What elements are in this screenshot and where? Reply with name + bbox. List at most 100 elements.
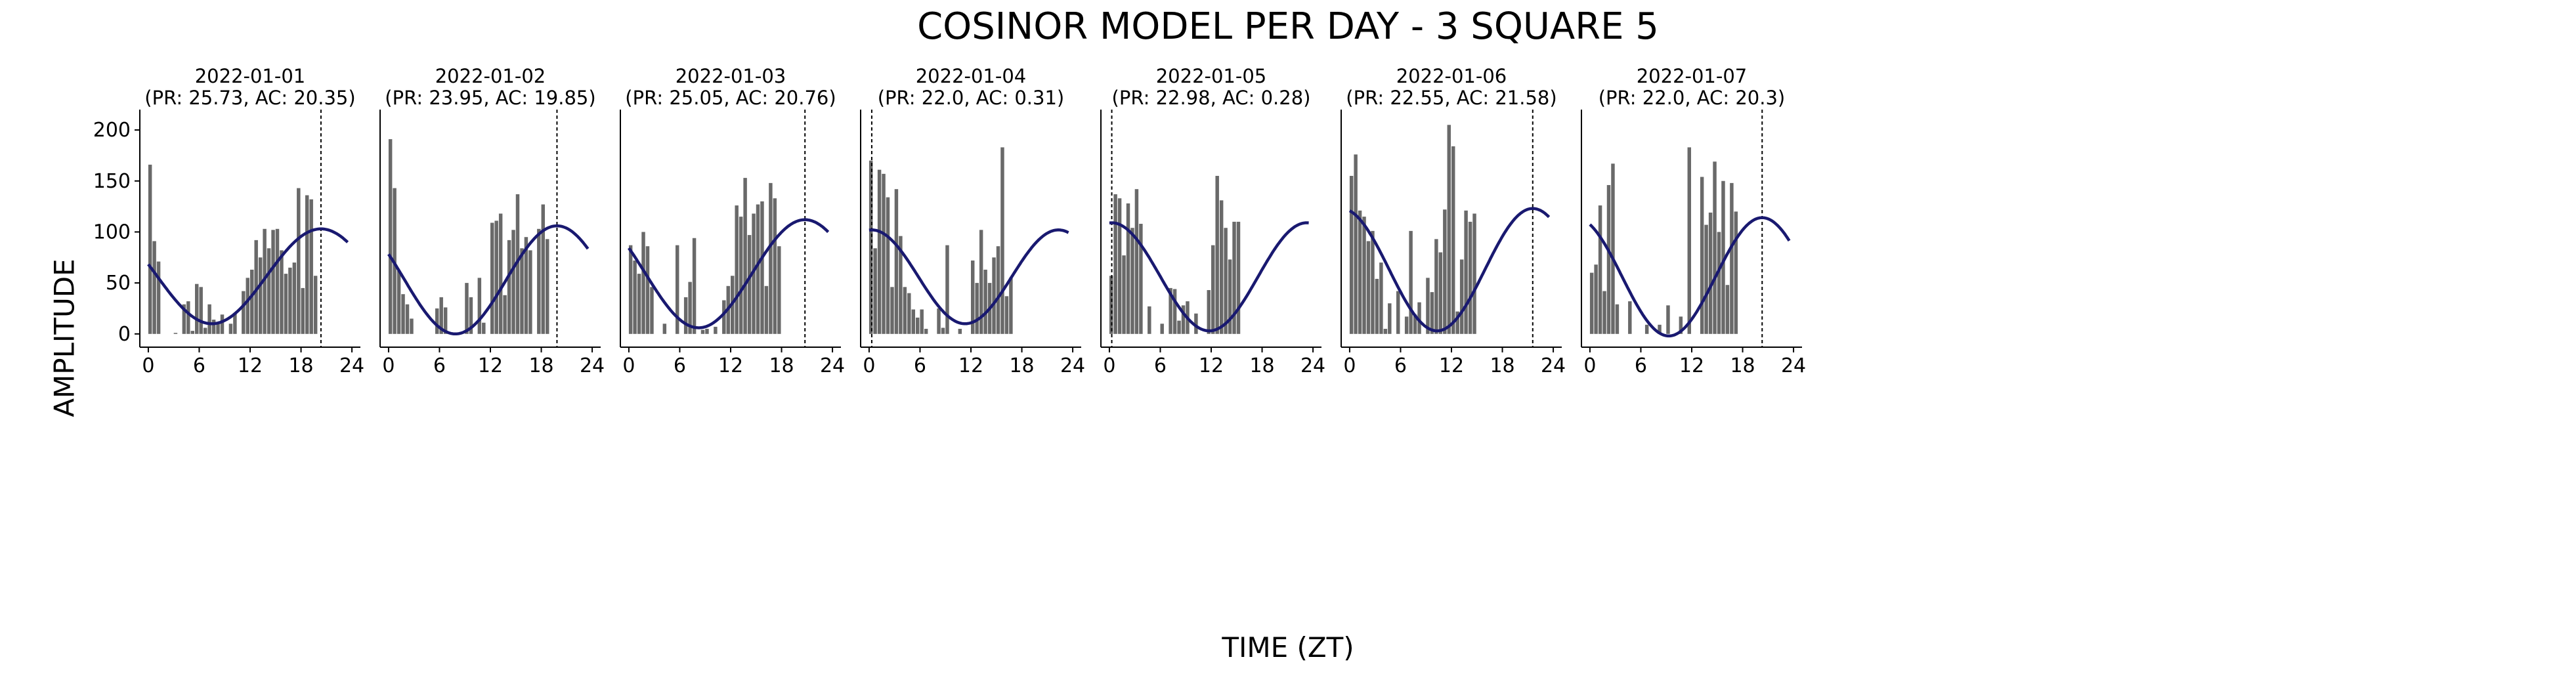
bar bbox=[1459, 259, 1464, 334]
x-tick-label: 0 bbox=[622, 354, 635, 377]
bar bbox=[490, 222, 494, 334]
subplot-date-title: 2022-01-07 bbox=[1637, 65, 1748, 87]
bar bbox=[1687, 147, 1691, 334]
bar bbox=[633, 260, 637, 334]
bar bbox=[1602, 291, 1606, 334]
bar bbox=[1004, 296, 1009, 334]
bar bbox=[1379, 263, 1383, 334]
bar bbox=[313, 276, 318, 334]
bar bbox=[1430, 292, 1434, 334]
subplot-date-title: 2022-01-06 bbox=[1396, 65, 1507, 87]
cosinor-curve bbox=[1109, 221, 1309, 333]
bar bbox=[494, 221, 498, 334]
subplot-date-title: 2022-01-04 bbox=[916, 65, 1027, 87]
bar bbox=[1358, 210, 1362, 334]
bar bbox=[515, 194, 520, 334]
bar bbox=[1383, 329, 1388, 334]
bar bbox=[1644, 324, 1649, 334]
x-tick-label: 0 bbox=[1343, 354, 1356, 377]
bar bbox=[503, 295, 507, 334]
x-tick-label: 0 bbox=[1103, 354, 1115, 377]
bar bbox=[743, 178, 747, 334]
subplot-date-title: 2022-01-01 bbox=[195, 65, 306, 87]
subplot-date-title: 2022-01-02 bbox=[435, 65, 546, 87]
bar bbox=[443, 307, 448, 334]
x-tick-label: 0 bbox=[1583, 354, 1596, 377]
bar bbox=[1447, 125, 1451, 334]
bar bbox=[1130, 228, 1134, 334]
x-tick-label: 12 bbox=[1679, 354, 1704, 377]
bar bbox=[297, 188, 301, 334]
bar bbox=[1598, 205, 1602, 334]
bar bbox=[1113, 194, 1117, 334]
bar bbox=[482, 322, 486, 334]
x-axis-label: TIME (ZT) bbox=[1222, 631, 1354, 663]
bar bbox=[246, 278, 249, 334]
cosinor-curve bbox=[869, 228, 1069, 326]
bar bbox=[683, 297, 688, 334]
bar bbox=[628, 245, 633, 334]
subplot-2: 0 6 12 18 24 2022-01-02(PR: 23.95, AC: 19.85) bbox=[379, 65, 605, 377]
bar bbox=[1413, 314, 1417, 334]
bar bbox=[924, 329, 928, 334]
bar bbox=[233, 313, 237, 334]
bar bbox=[186, 301, 190, 334]
cosinor-curve bbox=[628, 218, 830, 329]
bar bbox=[1700, 177, 1704, 334]
bar bbox=[945, 245, 949, 334]
x-tick-label: 6 bbox=[914, 354, 926, 377]
x-tick-label: 12 bbox=[1439, 354, 1464, 377]
bar bbox=[1354, 154, 1358, 334]
bar bbox=[645, 246, 650, 334]
bar bbox=[1606, 184, 1611, 334]
x-tick-label: 24 bbox=[1781, 354, 1806, 377]
y-tick-label: 150 bbox=[93, 170, 131, 193]
bar bbox=[1717, 232, 1721, 334]
bar bbox=[1468, 221, 1472, 334]
bar bbox=[1417, 302, 1421, 334]
x-tick-label: 6 bbox=[674, 354, 686, 377]
x-tick-label: 18 bbox=[528, 354, 553, 377]
x-tick-label: 18 bbox=[1490, 354, 1514, 377]
bar bbox=[1658, 324, 1662, 334]
bar bbox=[1464, 210, 1468, 334]
bar bbox=[1211, 245, 1215, 334]
bar bbox=[1177, 320, 1181, 334]
bar bbox=[207, 304, 211, 334]
subplot-6: 0 6 12 18 24 2022-01-06(PR: 22.55, AC: 21.58) bbox=[1341, 65, 1566, 377]
bar bbox=[1594, 264, 1598, 334]
bar bbox=[1139, 224, 1143, 334]
bar bbox=[916, 317, 920, 334]
bar bbox=[705, 329, 709, 334]
bar bbox=[1366, 241, 1371, 334]
bar bbox=[1232, 221, 1236, 334]
cosinor-curve bbox=[387, 224, 590, 336]
bar bbox=[920, 309, 924, 334]
bar bbox=[873, 248, 877, 334]
bar bbox=[1134, 189, 1139, 334]
bar bbox=[979, 230, 983, 334]
x-tick-label: 12 bbox=[1199, 354, 1224, 377]
x-tick-label: 24 bbox=[1541, 354, 1566, 377]
bar bbox=[692, 238, 697, 334]
bar bbox=[1126, 203, 1130, 334]
bar bbox=[1472, 213, 1476, 334]
x-tick-label: 6 bbox=[433, 354, 446, 377]
bar bbox=[773, 198, 777, 334]
subplot-stats-title: (PR: 25.05, AC: 20.76) bbox=[625, 87, 836, 109]
y-tick-label: 200 bbox=[93, 119, 131, 142]
x-tick-label: 12 bbox=[958, 354, 983, 377]
bar bbox=[975, 283, 979, 334]
bar bbox=[1734, 211, 1738, 334]
bar bbox=[1169, 287, 1172, 334]
bar bbox=[388, 139, 393, 334]
bar bbox=[937, 308, 941, 334]
subplot-stats-title: (PR: 23.95, AC: 19.85) bbox=[385, 87, 595, 109]
bar bbox=[173, 333, 178, 334]
bar bbox=[1409, 230, 1413, 334]
bar bbox=[1725, 285, 1730, 334]
bar bbox=[511, 230, 515, 334]
bar bbox=[1451, 146, 1455, 334]
